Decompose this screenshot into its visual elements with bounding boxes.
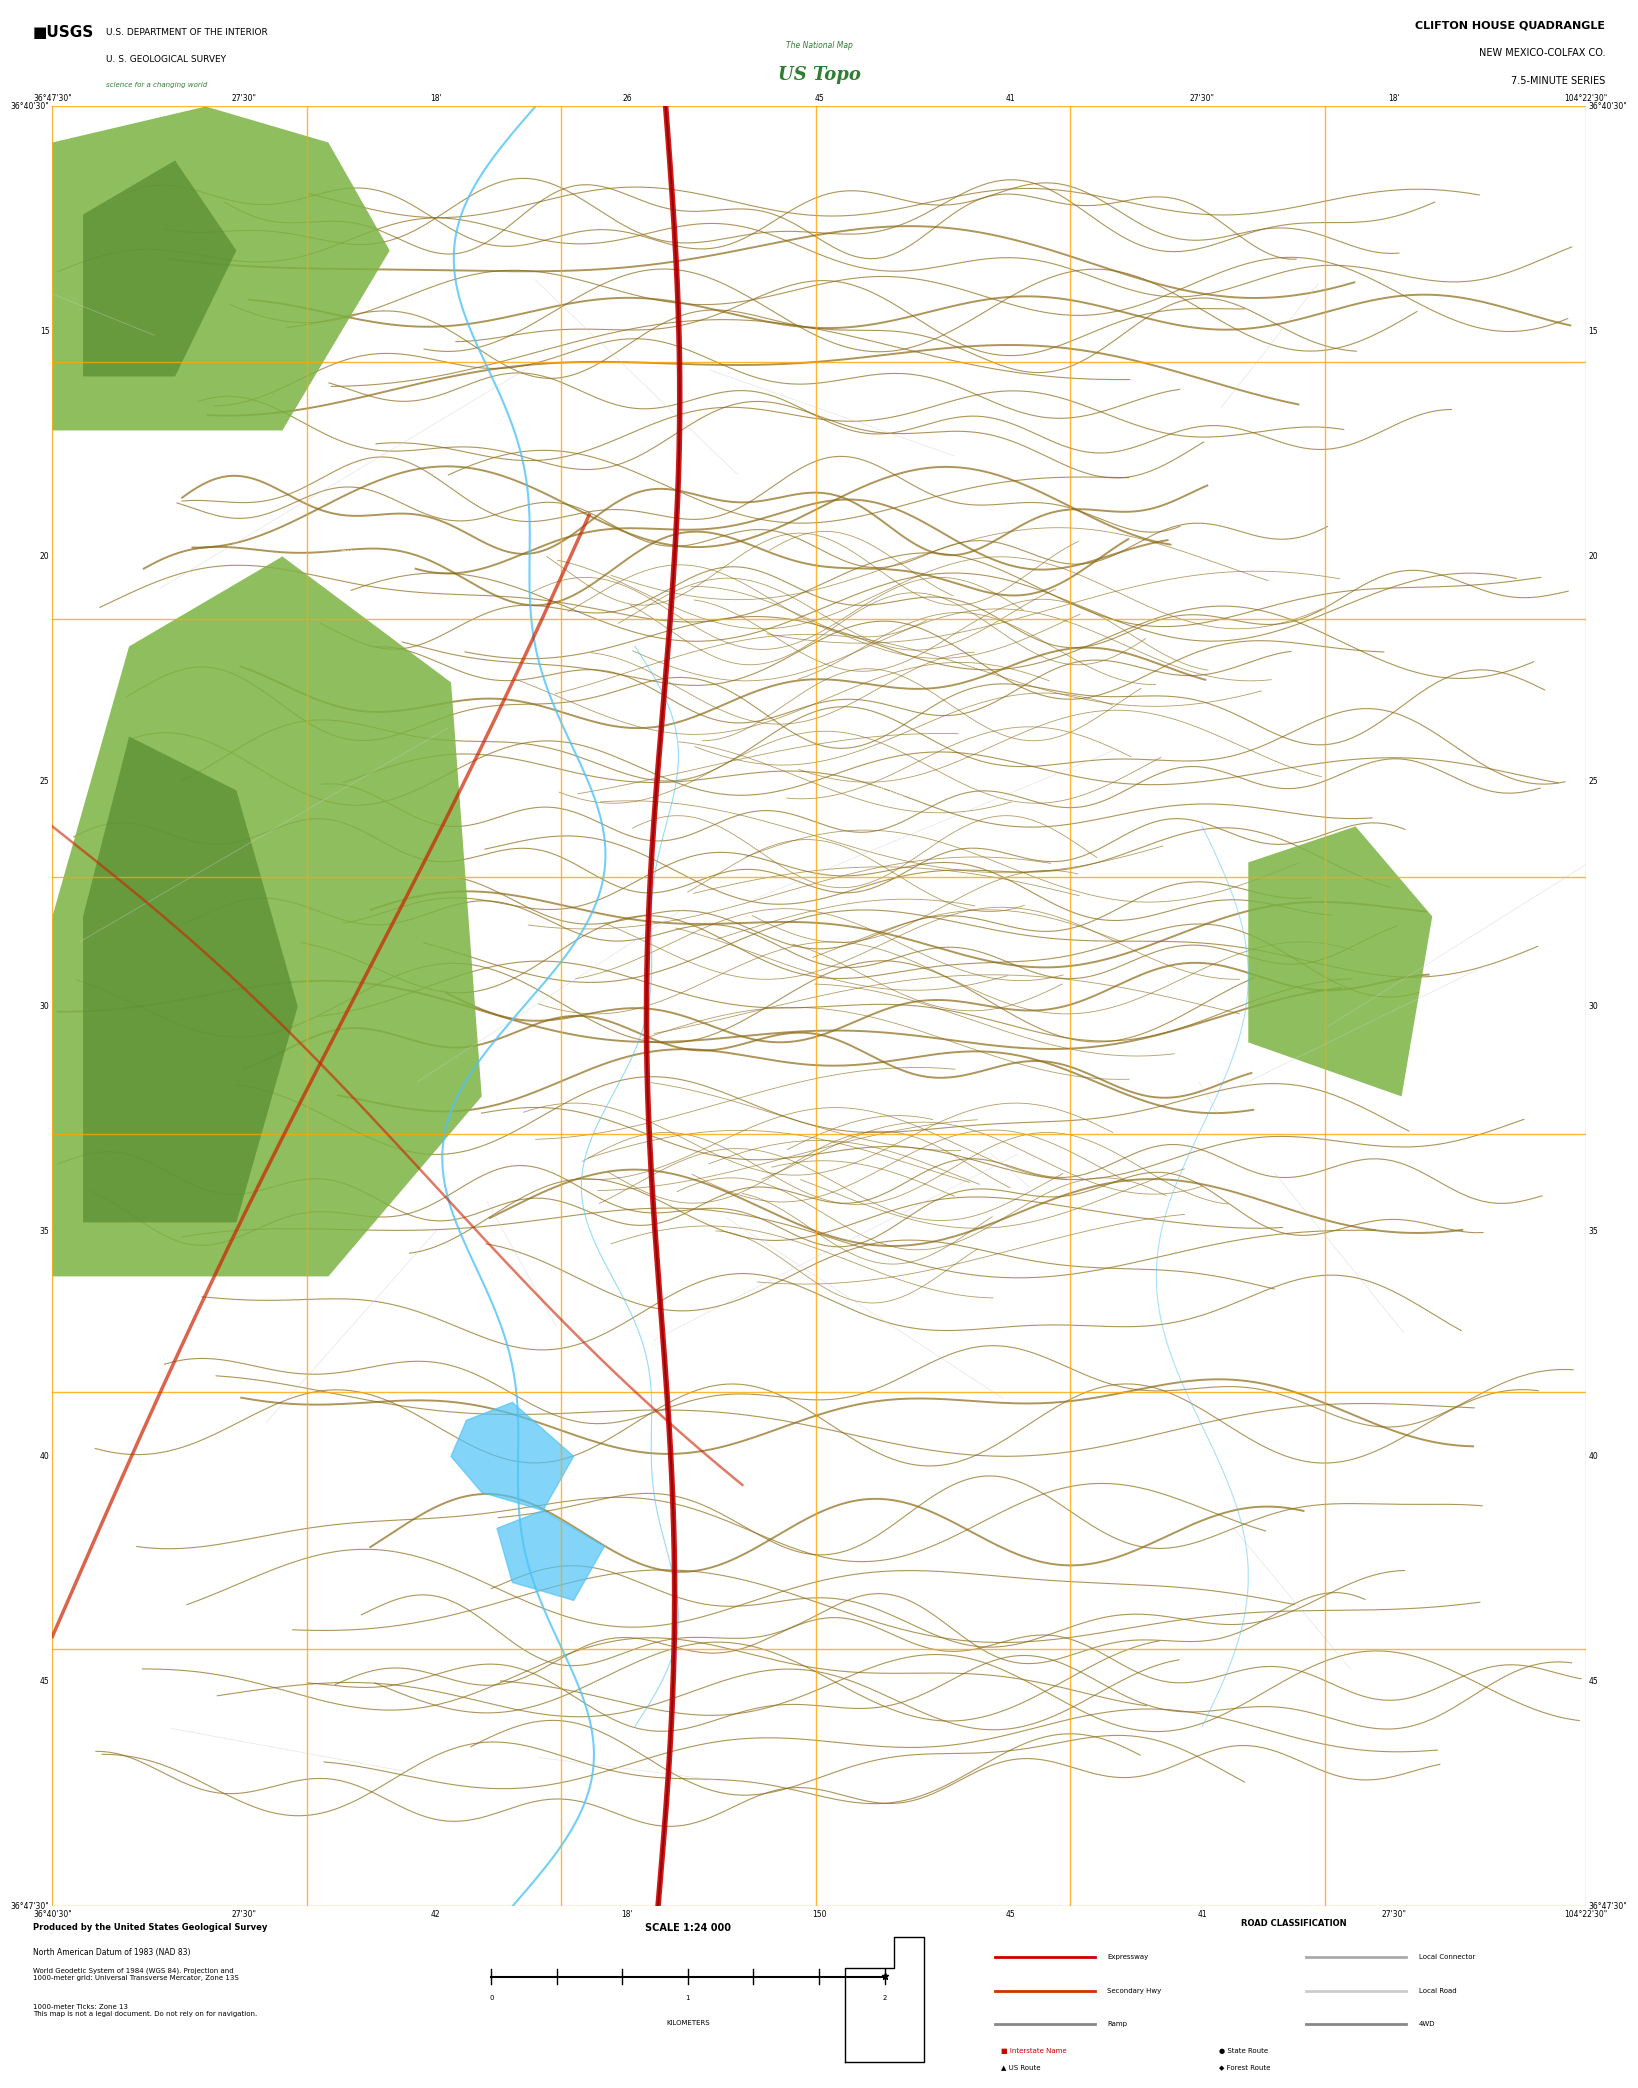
Text: 30: 30: [1589, 1002, 1599, 1011]
Text: 1000-meter Ticks: Zone 13
This map is not a legal document. Do not rely on for n: 1000-meter Ticks: Zone 13 This map is no…: [33, 2004, 257, 2017]
Text: 2: 2: [883, 1994, 886, 2000]
Text: 1: 1: [686, 1994, 690, 2000]
Text: 45: 45: [1006, 1911, 1016, 1919]
Text: 35: 35: [1589, 1228, 1599, 1236]
Text: CLIFTON HOUSE QUADRANGLE: CLIFTON HOUSE QUADRANGLE: [1415, 21, 1605, 29]
Text: o: o: [557, 912, 560, 919]
Text: science for a changing world: science for a changing world: [106, 81, 208, 88]
Text: 41: 41: [1006, 94, 1016, 102]
Text: SCALE 1:24 000: SCALE 1:24 000: [645, 1923, 731, 1933]
Text: COLMOR: COLMOR: [619, 248, 650, 253]
Text: 25: 25: [39, 777, 49, 785]
Text: 18': 18': [429, 94, 442, 102]
Text: 45: 45: [814, 94, 824, 102]
Text: 20: 20: [1589, 551, 1599, 562]
Text: Produced by the United States Geological Survey: Produced by the United States Geological…: [33, 1923, 267, 1931]
Text: 27'30": 27'30": [231, 1911, 257, 1919]
Text: 27'30": 27'30": [1381, 1911, 1407, 1919]
Text: 45: 45: [39, 1677, 49, 1685]
Text: 42: 42: [431, 1911, 441, 1919]
Text: 15: 15: [39, 328, 49, 336]
Text: 36°47'30": 36°47'30": [10, 1902, 49, 1911]
Text: 27'30": 27'30": [1189, 94, 1215, 102]
Text: 36°47'30": 36°47'30": [1589, 1902, 1628, 1911]
Text: 41: 41: [1197, 1911, 1207, 1919]
Text: ▲ US Route: ▲ US Route: [1001, 2065, 1042, 2069]
Text: Secondary Hwy: Secondary Hwy: [1107, 1988, 1161, 1994]
Text: 40: 40: [1589, 1451, 1599, 1462]
Text: US Topo: US Topo: [778, 67, 860, 84]
Text: ◆ Forest Route: ◆ Forest Route: [1219, 2065, 1271, 2069]
Text: 25: 25: [1589, 777, 1599, 785]
Text: Local Connector: Local Connector: [1419, 1954, 1474, 1961]
Text: Ramp: Ramp: [1107, 2021, 1127, 2027]
Text: 36°40'30": 36°40'30": [33, 1911, 72, 1919]
Text: 26: 26: [622, 94, 632, 102]
Text: 45: 45: [1589, 1677, 1599, 1685]
Polygon shape: [450, 1403, 573, 1510]
Text: ROAD CLASSIFICATION: ROAD CLASSIFICATION: [1242, 1919, 1346, 1927]
Text: KILOMETERS: KILOMETERS: [667, 2019, 709, 2025]
Text: 0: 0: [490, 1994, 493, 2000]
Text: The National Map: The National Map: [786, 40, 852, 50]
Text: 150: 150: [812, 1911, 826, 1919]
Text: 4WD: 4WD: [1419, 2021, 1435, 2027]
Text: 36°47'30": 36°47'30": [33, 94, 72, 102]
Text: 40: 40: [39, 1451, 49, 1462]
Text: 104°22'30": 104°22'30": [1564, 1911, 1607, 1919]
Text: 35: 35: [39, 1228, 49, 1236]
Text: 104°22'30": 104°22'30": [1564, 94, 1607, 102]
Text: CIMARRON
CANYON: CIMARRON CANYON: [876, 783, 914, 798]
Text: 15: 15: [1589, 328, 1599, 336]
Text: U.S. DEPARTMENT OF THE INTERIOR: U.S. DEPARTMENT OF THE INTERIOR: [106, 27, 269, 38]
Text: 27'30": 27'30": [231, 94, 257, 102]
Text: 7.5-MINUTE SERIES: 7.5-MINUTE SERIES: [1510, 75, 1605, 86]
Text: 18': 18': [1387, 94, 1400, 102]
Text: ● State Route: ● State Route: [1219, 2048, 1268, 2053]
Text: ■ Interstate Name: ■ Interstate Name: [1001, 2048, 1066, 2053]
Text: 36°40'30": 36°40'30": [1589, 102, 1628, 111]
Text: U. S. GEOLOGICAL SURVEY: U. S. GEOLOGICAL SURVEY: [106, 54, 226, 65]
Text: 20: 20: [39, 551, 49, 562]
Text: Expressway: Expressway: [1107, 1954, 1148, 1961]
Text: 18': 18': [621, 1911, 634, 1919]
Text: CIMARRON
RANGE: CIMARRON RANGE: [341, 549, 378, 564]
Text: NEW MEXICO-COLFAX CO.: NEW MEXICO-COLFAX CO.: [1479, 48, 1605, 58]
Text: World Geodetic System of 1984 (WGS 84). Projection and
1000-meter grid: Universa: World Geodetic System of 1984 (WGS 84). …: [33, 1967, 239, 1982]
Text: ■USGS: ■USGS: [33, 25, 93, 40]
Text: 30: 30: [39, 1002, 49, 1011]
Polygon shape: [496, 1510, 604, 1599]
Text: North American Datum of 1983 (NAD 83): North American Datum of 1983 (NAD 83): [33, 1948, 190, 1956]
Text: Local Road: Local Road: [1419, 1988, 1456, 1994]
Text: 36°40'30": 36°40'30": [10, 102, 49, 111]
